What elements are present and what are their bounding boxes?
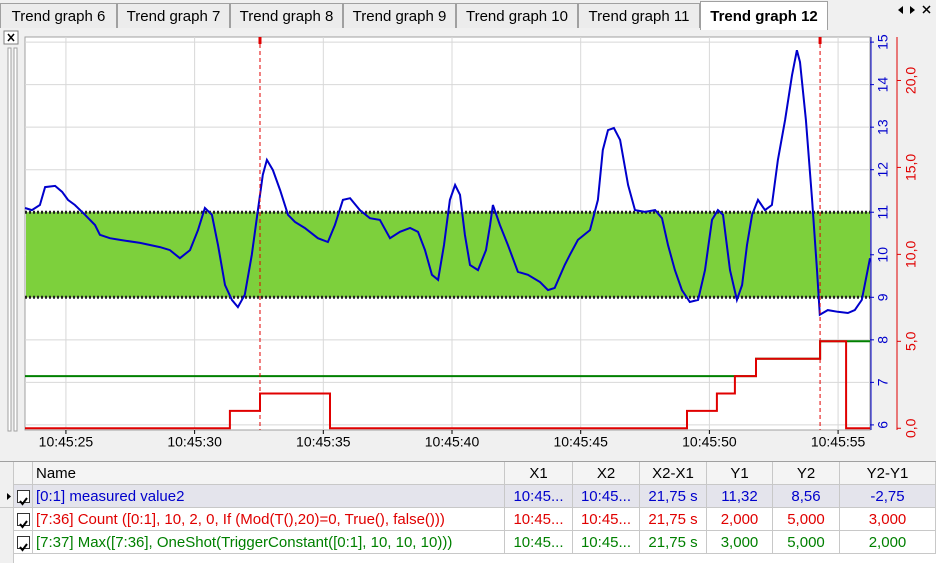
y-tick-label: 10: [875, 247, 891, 263]
table-cell: 10:45...: [573, 531, 640, 554]
signal-table: Name X1 X2 X2-X1 Y1 Y2 Y2-Y1 [0:1] measured val…: [0, 461, 936, 563]
y2-tick-label: 5,0: [903, 331, 919, 351]
check-mark: [19, 520, 28, 529]
series-line: [24, 49, 871, 317]
tab[interactable]: Trend graph 9: [343, 3, 456, 28]
tab[interactable]: Trend graph 7: [117, 3, 230, 28]
close-icon: [7, 33, 15, 42]
x-tick-label: 10:45:45: [553, 434, 608, 450]
y2-tick-label: 15,0: [903, 154, 919, 181]
table-cell: 5,000: [773, 508, 840, 531]
row-arrow: [7, 493, 11, 500]
checkbox[interactable]: [17, 536, 30, 552]
tab[interactable]: Trend graph 11: [578, 3, 700, 28]
limit-band: [26, 212, 870, 298]
visibility-checkbox[interactable]: [14, 508, 33, 531]
arrow: [7, 493, 11, 500]
check-path: [19, 543, 28, 552]
column-header[interactable]: Y1: [707, 462, 773, 485]
table-cell: 2,000: [707, 508, 773, 531]
table-cell: 8,56: [773, 485, 840, 508]
splitter[interactable]: [13, 47, 18, 432]
y2-tick-label: 0,0: [903, 418, 919, 438]
table-cell: 21,75 s: [640, 485, 707, 508]
x-tick-label: 10:45:50: [682, 434, 737, 450]
table-cell: 10:45...: [573, 485, 640, 508]
x-tick-label: 10:45:55: [811, 434, 866, 450]
table-cell: 10:45...: [505, 508, 573, 531]
column-header[interactable]: X2: [573, 462, 640, 485]
table-cell: 10:45...: [505, 485, 573, 508]
column-header[interactable]: Y2: [773, 462, 840, 485]
table-cell: 2,000: [840, 531, 936, 554]
check-path: [19, 520, 28, 529]
table-cell: -2,75: [840, 485, 936, 508]
x-tick-label: 10:45:25: [39, 434, 94, 450]
check-mark: [19, 543, 28, 552]
visibility-checkbox[interactable]: [14, 485, 33, 508]
tab-scroll-left[interactable]: [898, 6, 903, 14]
x-tick-label: 10:45:30: [167, 434, 222, 450]
table-cell: 5,000: [773, 531, 840, 554]
y-tick-label: 8: [875, 336, 891, 344]
tab-scroll-right[interactable]: [910, 6, 915, 14]
row-header-column: [0, 462, 14, 563]
y-tick-label: 6: [875, 421, 891, 429]
y-tick-label: 12: [875, 162, 891, 178]
table-cell[interactable]: [7:37] Max([7:36], OneShot(TriggerConsta…: [33, 531, 505, 554]
y-tick-label: 14: [875, 77, 891, 93]
table-cell: 10:45...: [573, 508, 640, 531]
table-cell: 3,000: [840, 508, 936, 531]
column-header[interactable]: X1: [505, 462, 573, 485]
checkbox[interactable]: [17, 513, 30, 529]
check-path: [19, 497, 28, 506]
trend-chart: 10:45:25 10:45:30 10:45:35 10:45:40 10:45:45…: [3, 5, 931, 450]
cursor-handle: [818, 37, 822, 44]
tab-close[interactable]: [922, 5, 931, 14]
table-cell: 11,32: [707, 485, 773, 508]
row-indicator: [0, 485, 14, 508]
table-cell[interactable]: [7:36] Count ([0:1], 10, 2, 0, If (Mod(T…: [33, 508, 505, 531]
tab[interactable]: Trend graph 6: [0, 3, 117, 28]
cursor-handle: [258, 37, 262, 44]
table-cell: 21,75 s: [640, 508, 707, 531]
y2-tick-label: 20,0: [903, 67, 919, 94]
tab[interactable]: Trend graph 10: [456, 3, 578, 28]
table-cell[interactable]: [0:1] measured value2: [33, 485, 505, 508]
y-tick-label: 7: [875, 378, 891, 386]
y-tick-label: 9: [875, 293, 891, 301]
visibility-checkbox[interactable]: [14, 531, 33, 554]
column-header[interactable]: Name: [33, 462, 505, 485]
tab[interactable]: Trend graph 8: [230, 3, 343, 28]
column-header[interactable]: X2-X1: [640, 462, 707, 485]
tab[interactable]: Trend graph 12: [700, 1, 828, 30]
x-tick-label: 10:45:40: [425, 434, 480, 450]
table-cell: 3,000: [707, 531, 773, 554]
header-icon-cell: [14, 462, 33, 485]
y-tick-label: 13: [875, 119, 891, 135]
column-header[interactable]: Y2-Y1: [840, 462, 936, 485]
x-tick-label: 10:45:35: [296, 434, 351, 450]
checkbox[interactable]: [17, 490, 30, 506]
table-cell: 10:45...: [505, 531, 573, 554]
y-tick-label: 11: [875, 205, 891, 220]
table-cell: 21,75 s: [640, 531, 707, 554]
y2-tick-label: 10,0: [903, 241, 919, 268]
check-mark: [19, 497, 28, 506]
splitter[interactable]: [7, 47, 12, 432]
y-tick-label: 15: [875, 34, 891, 50]
